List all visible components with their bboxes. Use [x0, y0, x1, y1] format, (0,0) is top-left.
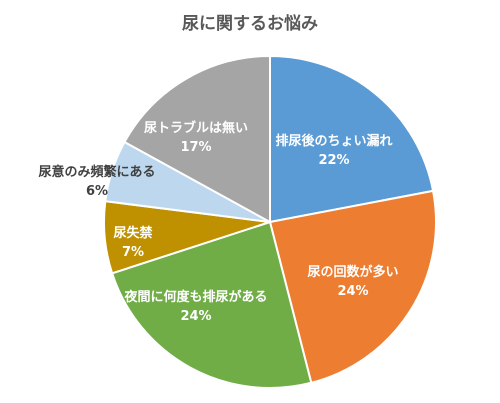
pie-slice-1	[269, 55, 435, 223]
pie-slice-2	[269, 189, 437, 384]
slice-value-label-4: 7%	[122, 245, 144, 260]
slice-value-label-1: 22%	[318, 153, 349, 168]
slice-value-label-2: 24%	[337, 284, 368, 299]
slice-label-3: 夜間に何度も排尿がある	[123, 289, 267, 305]
slice-value-label-5: 6%	[86, 184, 108, 199]
slice-value-label-3: 24%	[180, 309, 211, 324]
slice-label-4: 尿失禁	[113, 225, 152, 241]
slice-label-6: 尿トラブルは無い	[144, 120, 248, 136]
slice-label-5: 尿意のみ頻繁にある	[38, 164, 155, 180]
slice-label-1: 排尿後のちょい漏れ	[275, 133, 392, 149]
slice-value-label-6: 17%	[180, 140, 211, 155]
slice-label-2: 尿の回数が多い	[307, 264, 398, 280]
pie-slice-3	[111, 221, 313, 389]
chart-title: 尿に関するお悩み	[182, 14, 318, 34]
pie-slice-6	[123, 55, 271, 223]
